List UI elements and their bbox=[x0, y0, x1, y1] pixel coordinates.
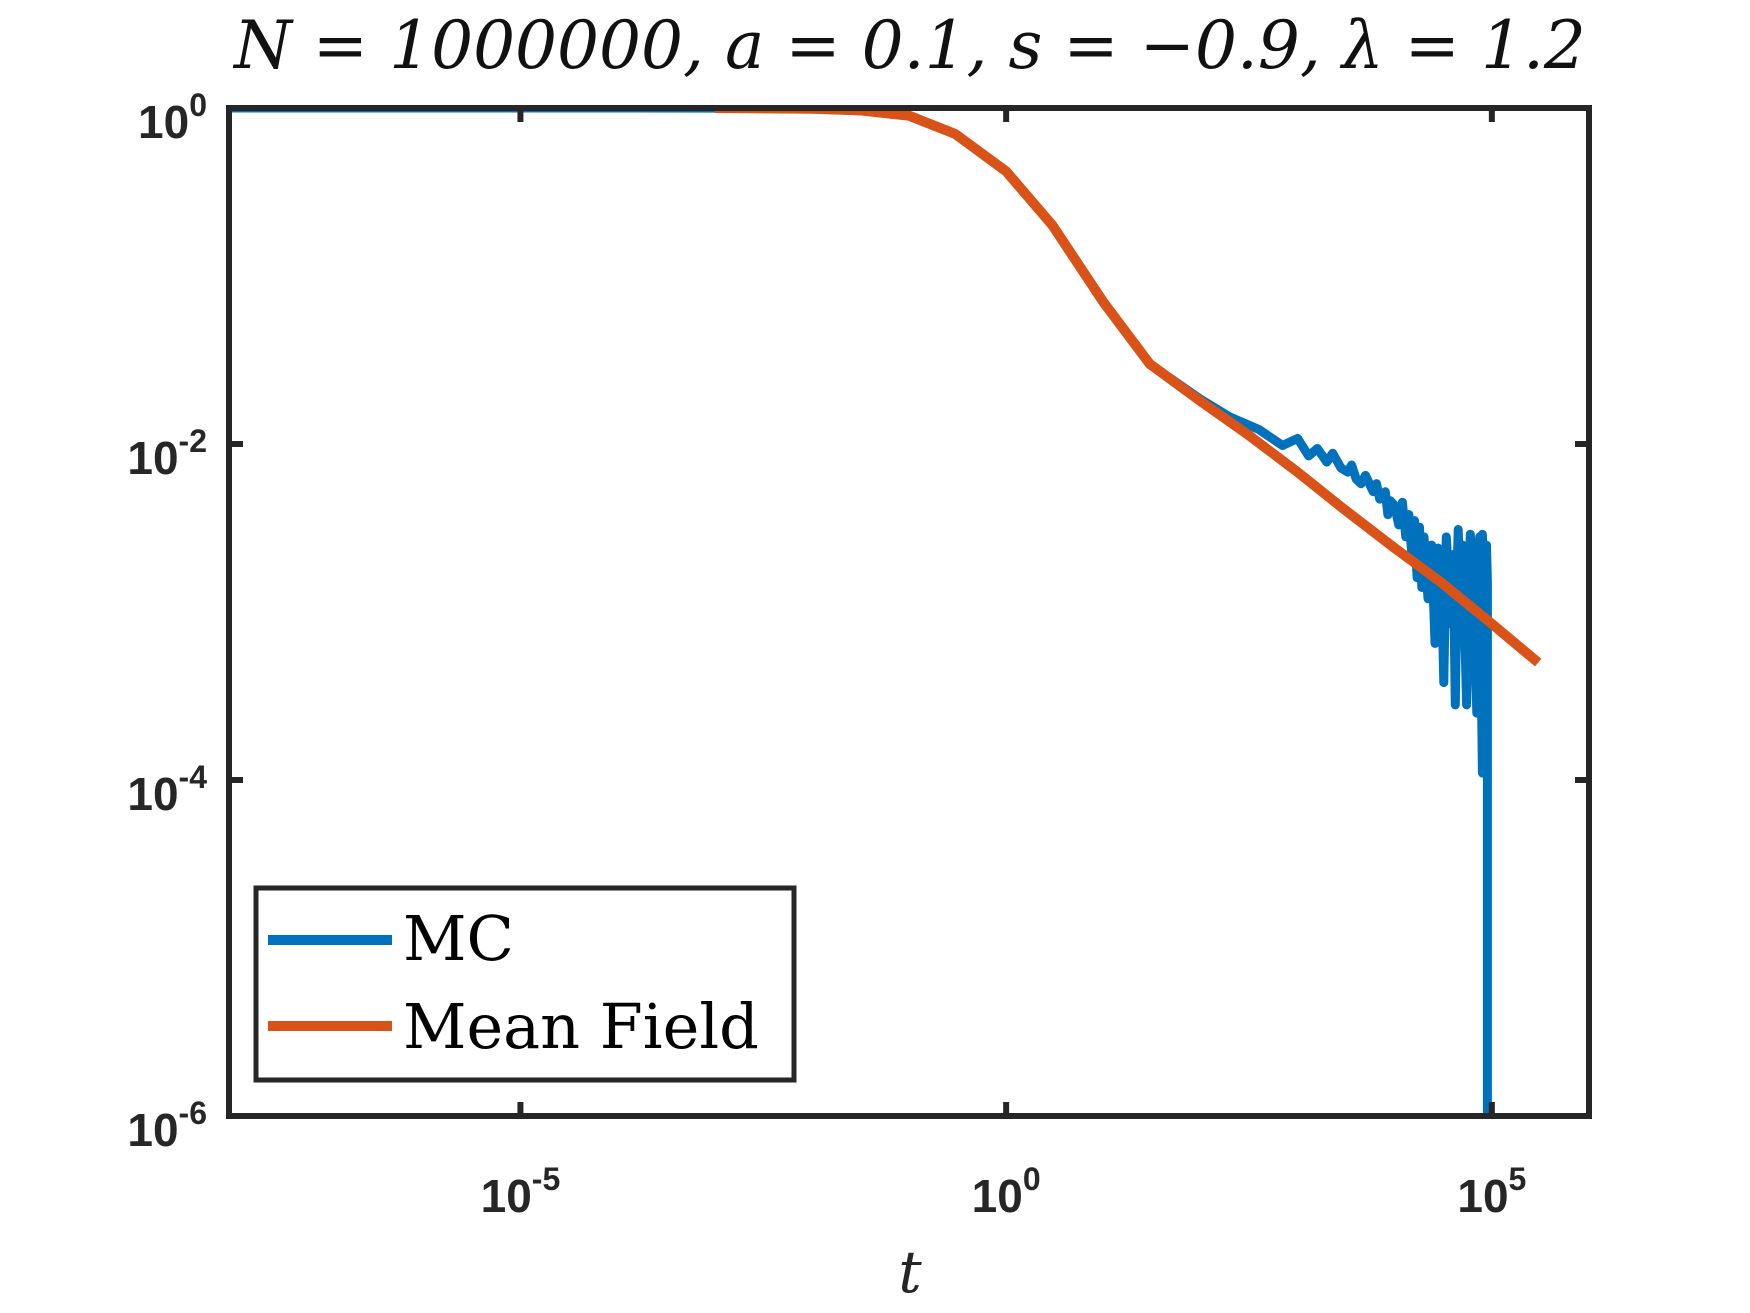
series-layer bbox=[229, 108, 1542, 1116]
legend-box bbox=[253, 885, 797, 1083]
chart-title: N = 1000000, a = 0.1, s = −0.9, λ = 1.2 bbox=[232, 7, 1586, 84]
legend: MC Mean Field bbox=[253, 885, 797, 1083]
axes-frame bbox=[226, 105, 1592, 1119]
y-tick-label: 10-2 bbox=[127, 423, 207, 484]
x-tick-label: 105 bbox=[1457, 1161, 1526, 1222]
y-tick-label: 100 bbox=[138, 87, 207, 148]
series-line-mean-field bbox=[714, 108, 1542, 667]
y-tick-label: 10-6 bbox=[127, 1095, 207, 1156]
x-axis-label: t bbox=[898, 1238, 922, 1306]
x-tick-label: 100 bbox=[972, 1161, 1041, 1222]
x-tick-label: 10-5 bbox=[481, 1161, 561, 1222]
y-tick-label: 10-4 bbox=[127, 759, 207, 820]
legend-label-mean-field: Mean Field bbox=[403, 990, 759, 1063]
legend-label-mc: MC bbox=[403, 902, 514, 975]
